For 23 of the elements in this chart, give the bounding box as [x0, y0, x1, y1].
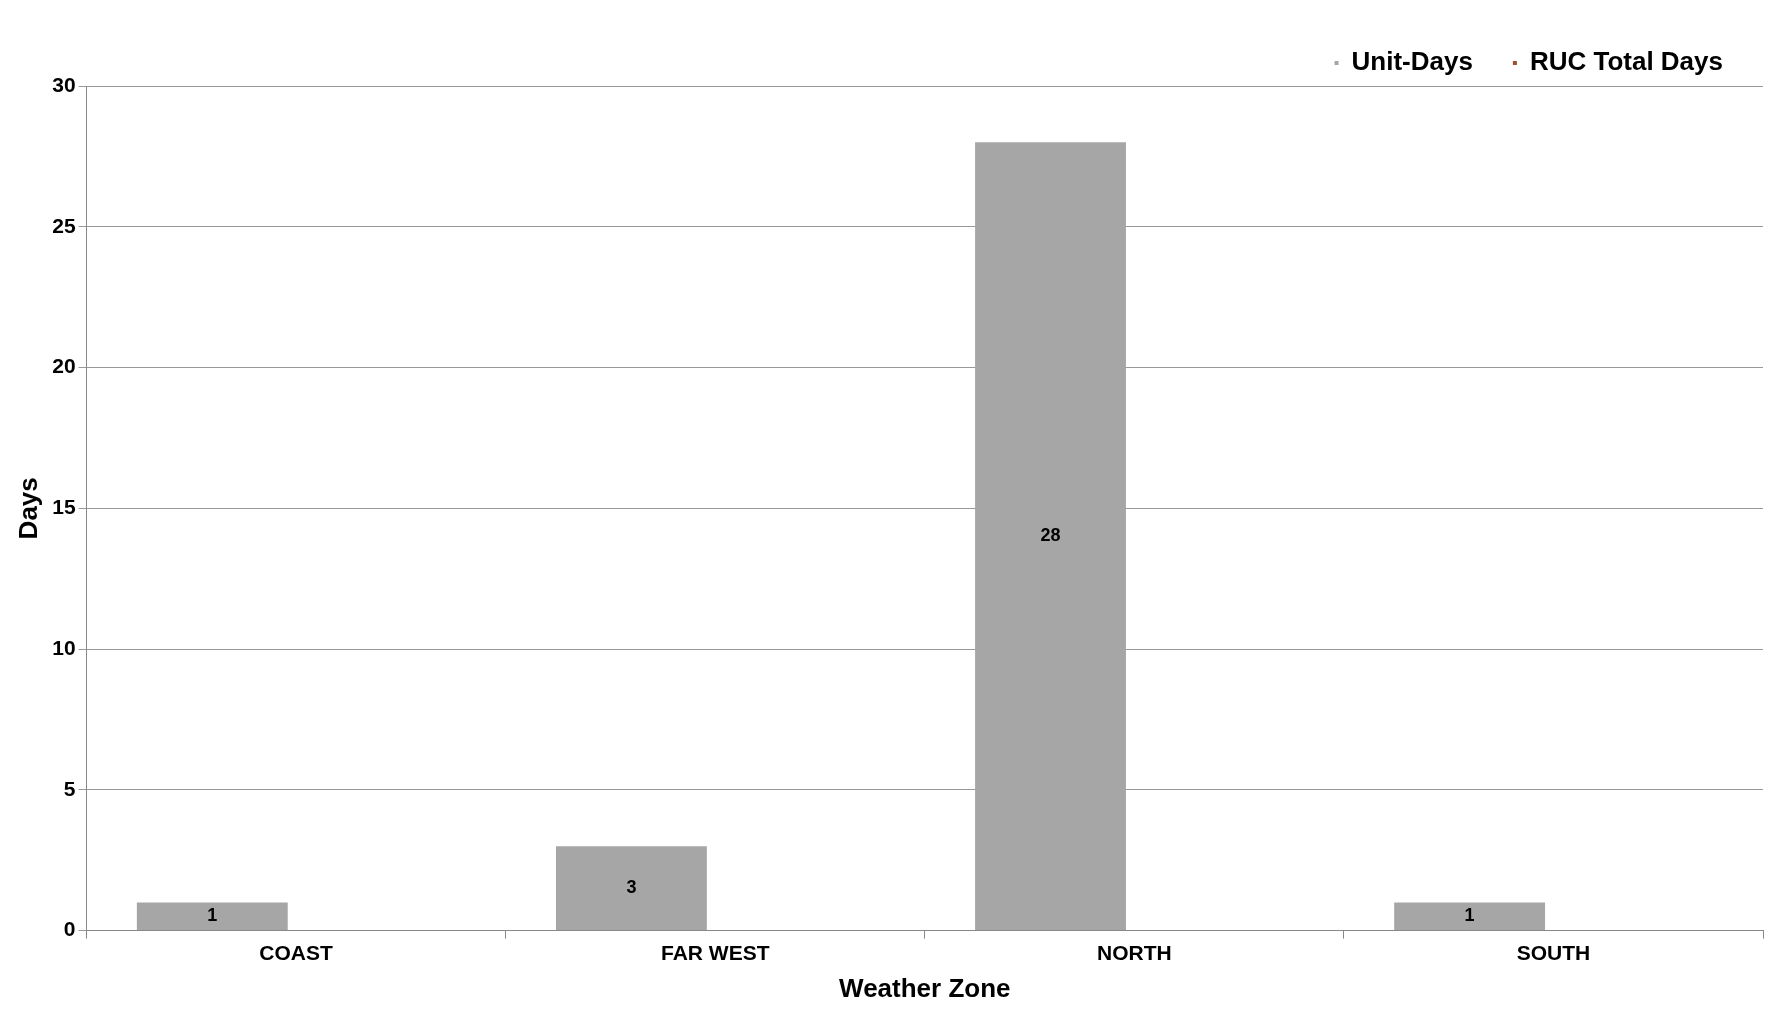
legend-label: Unit-Days [1351, 46, 1473, 77]
y-tick-label: 15 [52, 495, 76, 519]
x-tick-label: FAR WEST [660, 941, 770, 964]
y-axis-title: Days [12, 477, 43, 540]
y-tick-label: 0 [63, 917, 76, 941]
x-tick-label: SOUTH [1516, 941, 1591, 964]
data-label: 1 [207, 905, 218, 926]
bar [1394, 902, 1546, 931]
y-tick-label: 5 [63, 776, 76, 800]
data-label: 3 [626, 877, 637, 898]
y-tick-label: 25 [52, 213, 76, 237]
x-axis-title: Weather Zone [839, 972, 1011, 1003]
bar [555, 846, 707, 931]
y-tick-label: 20 [52, 354, 76, 378]
data-label: 1 [1464, 905, 1475, 926]
y-tick-label: 30 [52, 72, 76, 96]
data-label: 28 [1040, 525, 1061, 546]
x-tick-label: NORTH [1097, 941, 1172, 964]
bar [975, 142, 1126, 931]
legend-label: RUC Total Days [1529, 46, 1723, 77]
y-tick-label: 10 [52, 635, 76, 659]
bar [136, 902, 288, 931]
x-tick-label: COAST [259, 941, 334, 964]
